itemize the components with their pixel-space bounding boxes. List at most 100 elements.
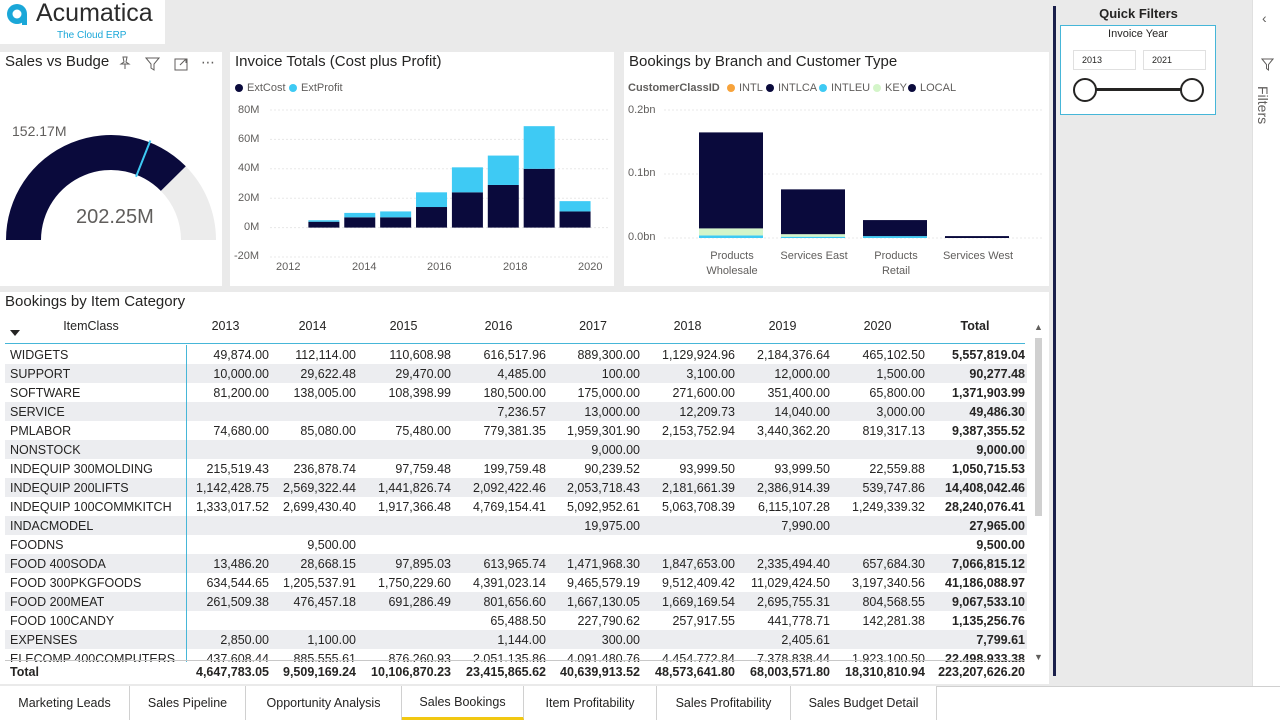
bookings-table-panel[interactable]: Bookings by Item Category ItemClass 2013… bbox=[0, 292, 1049, 684]
table-row[interactable]: ELECOMP 400COMPUTERS 437,608.44 885,555.61… bbox=[5, 649, 1027, 662]
pin-icon[interactable] bbox=[118, 56, 132, 75]
table-row[interactable]: NONSTOCK 9,000.00 9,000.00 bbox=[5, 440, 1027, 459]
table-row[interactable]: FOOD 400SODA 13,486.20 28,668.15 97,895.03 6… bbox=[5, 554, 1027, 573]
invoice-chart-title: Invoice Totals (Cost plus Profit) bbox=[235, 53, 442, 70]
tab-sales-bookings[interactable]: Sales Bookings bbox=[402, 686, 524, 720]
value-cell bbox=[834, 440, 929, 459]
column-header[interactable]: 2016 bbox=[484, 319, 513, 333]
tab-marketing-leads[interactable]: Marketing Leads bbox=[0, 686, 130, 720]
table-scrollbar-thumb[interactable] bbox=[1035, 338, 1042, 516]
value-cell: 11,029,424.50 bbox=[750, 575, 830, 590]
value-cell: 1,923,100.50 bbox=[852, 651, 925, 663]
tab-sales-profitability[interactable]: Sales Profitability bbox=[657, 686, 791, 720]
column-header[interactable]: 2020 bbox=[863, 319, 892, 333]
value-cell: 351,400.00 bbox=[767, 385, 830, 400]
column-header[interactable]: 2019 bbox=[768, 319, 797, 333]
column-header[interactable]: 2013 bbox=[211, 319, 240, 333]
value-cell: 9,000.00 bbox=[550, 440, 644, 459]
slider-handle-start[interactable] bbox=[1073, 78, 1097, 102]
table-row[interactable]: SOFTWARE 81,200.00 138,005.00 108,398.99 180… bbox=[5, 383, 1027, 402]
column-header[interactable]: 2014 bbox=[298, 319, 327, 333]
value-cell: 13,486.20 bbox=[186, 554, 273, 573]
table-row[interactable]: WIDGETS 49,874.00 112,114.00 110,608.98 616,… bbox=[5, 345, 1027, 364]
branch-chart-panel[interactable]: Bookings by Branch and Customer Type Cus… bbox=[624, 52, 1049, 286]
value-cell: 97,759.48 bbox=[395, 461, 451, 476]
total-value: 10,106,870.23 bbox=[371, 664, 451, 679]
value-cell: 1,669,169.54 bbox=[644, 592, 739, 611]
legend-local: LOCAL bbox=[908, 82, 956, 94]
column-header[interactable]: 2018 bbox=[673, 319, 702, 333]
collapse-icon[interactable]: ‹ bbox=[1262, 10, 1267, 26]
invoice-chart-panel[interactable]: Invoice Totals (Cost plus Profit) ExtCos… bbox=[230, 52, 614, 286]
scroll-up-arrow[interactable]: ▲ bbox=[1034, 322, 1043, 332]
table-title: Bookings by Item Category bbox=[5, 293, 186, 310]
table-body: WIDGETS 49,874.00 112,114.00 110,608.98 616,… bbox=[5, 345, 1027, 662]
table-row[interactable]: FOOD 300PKGFOODS 634,544.65 1,205,537.91 1,… bbox=[5, 573, 1027, 592]
bar-extprofit bbox=[380, 211, 412, 218]
value-cell bbox=[739, 535, 834, 554]
value-cell: 4,769,154.41 bbox=[473, 499, 546, 514]
value-cell bbox=[360, 611, 455, 630]
gauge-panel[interactable]: Sales vs Budge ⋯ 152.17M 202.25M bbox=[0, 52, 222, 286]
value-cell: 465,102.50 bbox=[862, 347, 925, 362]
tab-sales-pipeline[interactable]: Sales Pipeline bbox=[130, 686, 246, 720]
value-cell: 4,391,023.14 bbox=[473, 575, 546, 590]
column-header[interactable]: ItemClass bbox=[63, 319, 119, 333]
gauge-total-label: 202.25M bbox=[76, 206, 154, 228]
value-cell: 3,100.00 bbox=[644, 364, 739, 383]
table-row[interactable]: FOOD 200MEAT 261,509.38 476,457.18 691,286.… bbox=[5, 592, 1027, 611]
value-cell: 1,144.00 bbox=[455, 630, 550, 649]
value-cell bbox=[455, 440, 550, 459]
column-header[interactable]: 2015 bbox=[389, 319, 418, 333]
value-cell: 657,684.30 bbox=[834, 554, 929, 573]
value-cell bbox=[186, 402, 273, 421]
total-cell: 5,557,819.04 bbox=[952, 347, 1025, 362]
table-row[interactable]: FOOD 100CANDY 65,488.50 227,790.62 257,917.… bbox=[5, 611, 1027, 630]
value-cell: 1,129,924.96 bbox=[662, 347, 735, 362]
value-cell: 1,333,017.52 bbox=[196, 499, 269, 514]
year-to-input[interactable]: 2021 bbox=[1143, 50, 1206, 70]
table-row[interactable]: FOODNS 9,500.00 9,500.00 bbox=[5, 535, 1027, 554]
column-header[interactable]: Total bbox=[960, 319, 990, 333]
filter-icon[interactable] bbox=[144, 57, 161, 76]
value-cell: 65,800.00 bbox=[869, 385, 925, 400]
total-value: 40,639,913.52 bbox=[560, 664, 640, 679]
value-cell: 28,668.15 bbox=[273, 554, 360, 573]
value-cell: 819,317.13 bbox=[862, 423, 925, 438]
table-row[interactable]: INDEQUIP 200LIFTS 1,142,428.75 2,569,322.4… bbox=[5, 478, 1027, 497]
x-tick: 2018 bbox=[503, 261, 528, 273]
value-cell: 1,667,130.05 bbox=[550, 592, 644, 611]
value-cell bbox=[644, 630, 739, 649]
bar-extprofit bbox=[308, 220, 340, 222]
column-header[interactable]: 2017 bbox=[579, 319, 607, 333]
filters-pane[interactable]: ‹ Filters bbox=[1252, 0, 1280, 686]
total-cell: 49,486.30 bbox=[929, 402, 1027, 421]
table-row[interactable]: INDEQUIP 300MOLDING 215,519.43 236,878.74 9… bbox=[5, 459, 1027, 478]
table-total-row: Total 4,647,783.05 9,509,169.24 10,106,870.… bbox=[5, 662, 1027, 682]
value-cell bbox=[186, 611, 273, 630]
invoice-year-slicer[interactable]: Invoice Year 2013 2021 bbox=[1060, 25, 1216, 115]
table-row[interactable]: SERVICE 7,236.57 13,000.00 12,209.73 14,040.… bbox=[5, 402, 1027, 421]
value-cell: 300.00 bbox=[550, 630, 644, 649]
year-from-input[interactable]: 2013 bbox=[1073, 50, 1136, 70]
table-row[interactable]: INDACMODEL 19,975.00 7,990.00 27,965.00 bbox=[5, 516, 1027, 535]
table-row[interactable]: SUPPORT 10,000.00 29,622.48 29,470.00 4,485.… bbox=[5, 364, 1027, 383]
slider-handle-end[interactable] bbox=[1180, 78, 1204, 102]
total-value: 223,207,626.20 bbox=[938, 664, 1025, 679]
more-options-icon[interactable]: ⋯ bbox=[201, 54, 215, 70]
sort-desc-icon[interactable] bbox=[10, 330, 20, 336]
bar-key bbox=[781, 234, 845, 237]
tab-opportunity-analysis[interactable]: Opportunity Analysis bbox=[246, 686, 402, 720]
total-cell: 27,965.00 bbox=[929, 516, 1027, 535]
scroll-down-arrow[interactable]: ▼ bbox=[1034, 652, 1043, 662]
tab-item-profitability[interactable]: Item Profitability bbox=[524, 686, 657, 720]
slider-track[interactable] bbox=[1085, 88, 1193, 91]
table-row[interactable]: EXPENSES 2,850.00 1,100.00 1,144.00 300.00 2,… bbox=[5, 630, 1027, 649]
value-cell: 2,569,322.44 bbox=[273, 478, 360, 497]
table-row[interactable]: PMLABOR 74,680.00 85,080.00 75,480.00 779,38… bbox=[5, 421, 1027, 440]
value-cell: 138,005.00 bbox=[293, 385, 356, 400]
focus-mode-icon[interactable] bbox=[174, 57, 188, 76]
tab-sales-budget-detail[interactable]: Sales Budget Detail bbox=[791, 686, 937, 720]
table-row[interactable]: INDEQUIP 100COMMKITCH 1,333,017.52 2,699,4… bbox=[5, 497, 1027, 516]
bar-extcost bbox=[308, 221, 340, 228]
